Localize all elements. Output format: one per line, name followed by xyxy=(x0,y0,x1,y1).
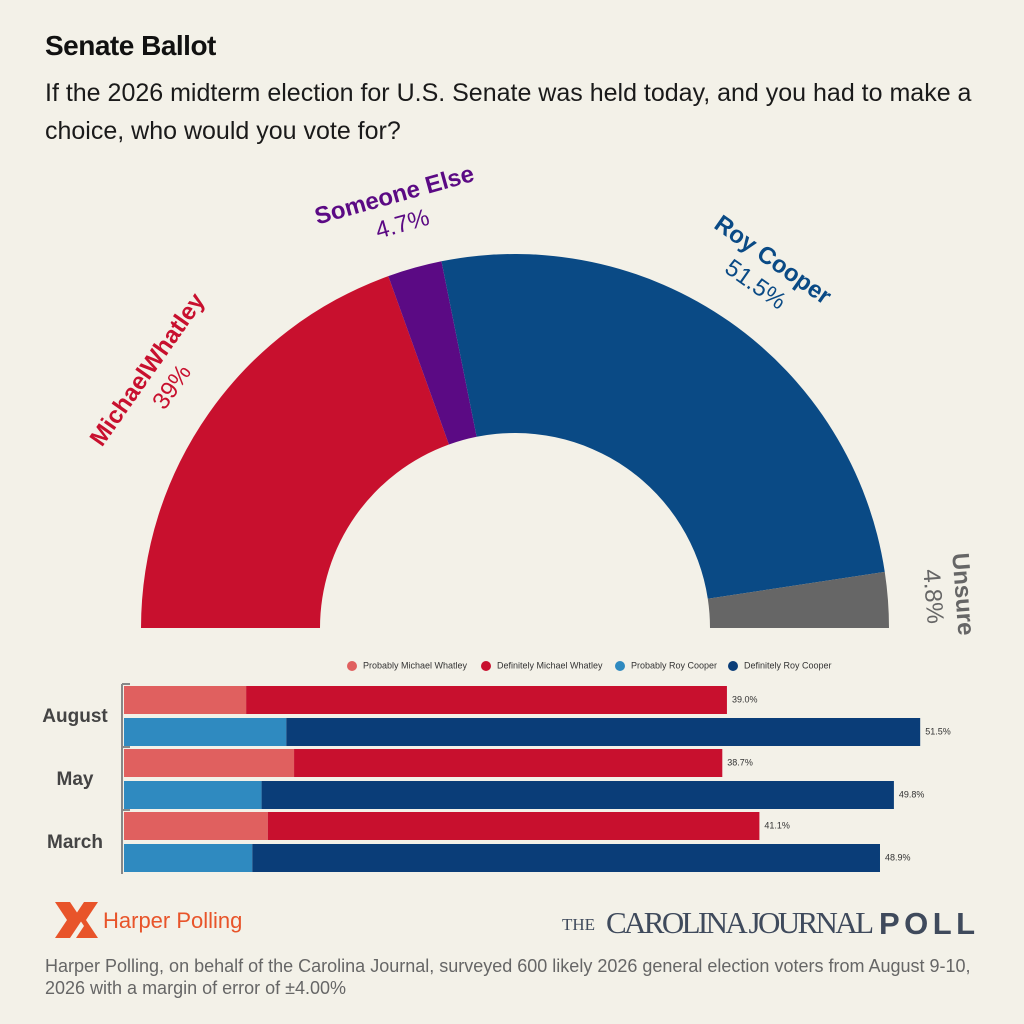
category-label: March xyxy=(47,832,103,853)
subtitle: If the 2026 midterm election for U.S. Se… xyxy=(45,79,972,145)
bar-segment xyxy=(124,749,295,777)
logo-shape xyxy=(55,902,82,938)
legend-marker xyxy=(481,661,491,671)
donut-segment xyxy=(388,261,477,445)
legend-marker xyxy=(728,661,738,671)
bar-segment xyxy=(267,812,760,840)
segment-value: 4.8% xyxy=(917,568,948,625)
bar-segment xyxy=(124,781,262,809)
cj-logo-name: CAROLINA JOURNAL xyxy=(606,905,874,940)
segment-name: MichaelWhatley xyxy=(85,288,211,451)
bar-segment xyxy=(294,749,723,777)
total-label: 51.5% xyxy=(925,726,951,736)
total-label: 41.1% xyxy=(764,820,790,830)
legend-label: Definitely Roy Cooper xyxy=(744,660,832,670)
segment-name: Unsure xyxy=(946,552,979,636)
total-label: 48.9% xyxy=(885,852,911,862)
bar-segment xyxy=(124,686,247,714)
legend-label: Definitely Michael Whatley xyxy=(497,660,603,670)
donut-segment xyxy=(141,276,449,628)
bar-segment xyxy=(124,718,287,746)
category-label: August xyxy=(42,706,108,727)
footnote: Harper Polling, on behalf of the Carolin… xyxy=(45,956,971,998)
logo-shape xyxy=(76,902,98,938)
cj-logo-poll: POLL xyxy=(879,906,975,941)
harper-logo: Harper Polling xyxy=(103,908,242,933)
bar-segment xyxy=(261,781,894,809)
legend-marker xyxy=(615,661,625,671)
bar-segment xyxy=(124,812,268,840)
cj-logo-the: THE xyxy=(562,915,595,934)
category-label: May xyxy=(57,769,94,790)
donut-segment xyxy=(707,571,889,628)
total-label: 38.7% xyxy=(727,757,753,767)
legend-marker xyxy=(347,661,357,671)
donut-segment xyxy=(441,254,885,599)
bar-segment xyxy=(124,844,253,872)
bar-segment xyxy=(246,686,727,714)
legend-label: Probably Michael Whatley xyxy=(363,660,468,670)
total-label: 39.0% xyxy=(732,694,758,704)
harper-logo-icon xyxy=(55,902,98,938)
bar-segment xyxy=(252,844,880,872)
title: Senate Ballot xyxy=(45,30,216,61)
bar-segment xyxy=(286,718,921,746)
legend-label: Probably Roy Cooper xyxy=(631,660,717,670)
total-label: 49.8% xyxy=(899,789,925,799)
